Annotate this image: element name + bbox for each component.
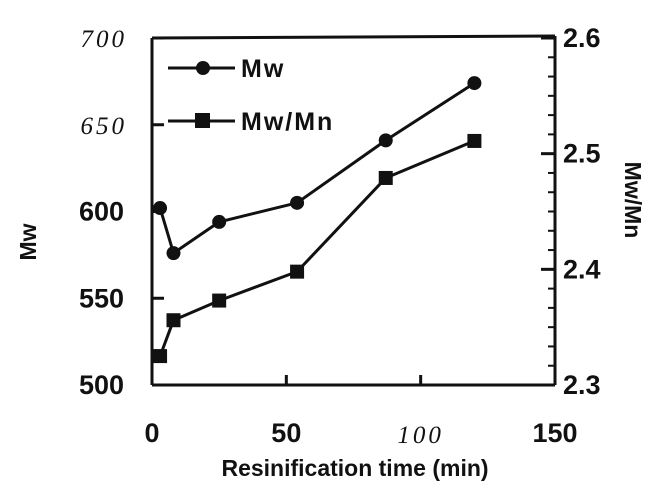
- legend-label-mw: Mw: [241, 55, 285, 83]
- tick-labels: 500 550 600 650 700 2.3 2.4 2.5 2.6 0 50 100 150: [79, 23, 601, 449]
- y-right-tick-label: 2.5: [563, 139, 601, 169]
- y-left-tick-label: 700: [81, 26, 128, 53]
- series-line-mw: [158, 81, 476, 255]
- data-point-mw: [166, 246, 181, 261]
- x-tick-label: 150: [532, 418, 577, 448]
- y-right-tick-label: 2.6: [563, 23, 601, 53]
- y-right-tick-label: 2.4: [563, 254, 601, 284]
- data-point-mwmn: [290, 264, 305, 279]
- y-axis-right-title: Mw/Mn: [620, 162, 646, 239]
- tick-marks: [150, 36, 557, 387]
- data-point-mwmn: [153, 349, 168, 364]
- y-left-tick-label: 550: [79, 283, 124, 313]
- data-point-mwmn: [378, 170, 393, 185]
- y-left-tick-label: 650: [81, 113, 128, 140]
- x-tick-label: 0: [144, 418, 159, 448]
- legend-label-mwmn: Mw/Mn: [241, 108, 334, 136]
- x-tick-label: 50: [271, 418, 301, 448]
- data-point-mw: [467, 76, 482, 91]
- y-left-tick-label: 600: [79, 197, 124, 227]
- legend-marker-circle: [196, 61, 210, 75]
- data-point-mw: [153, 201, 168, 216]
- data-point-mwmn: [467, 133, 482, 148]
- data-point-mw: [290, 195, 305, 210]
- y-axis-left-title: Mw: [15, 223, 41, 260]
- data-series: [153, 76, 482, 364]
- y-left-tick-label: 500: [79, 370, 124, 400]
- y-right-tick-label: 2.3: [563, 370, 601, 400]
- data-point-mwmn: [212, 293, 227, 308]
- data-point-mwmn: [166, 313, 181, 328]
- data-point-mw: [212, 214, 227, 229]
- x-axis-title: Resinification time (min): [221, 455, 488, 481]
- legend-marker-square: [195, 113, 210, 128]
- legend: Mw Mw/Mn: [168, 55, 334, 136]
- data-point-mw: [378, 133, 393, 148]
- x-tick-label: 100: [397, 422, 444, 449]
- series-line-mwmn: [158, 139, 475, 357]
- top-axis-line: [151, 34, 556, 40]
